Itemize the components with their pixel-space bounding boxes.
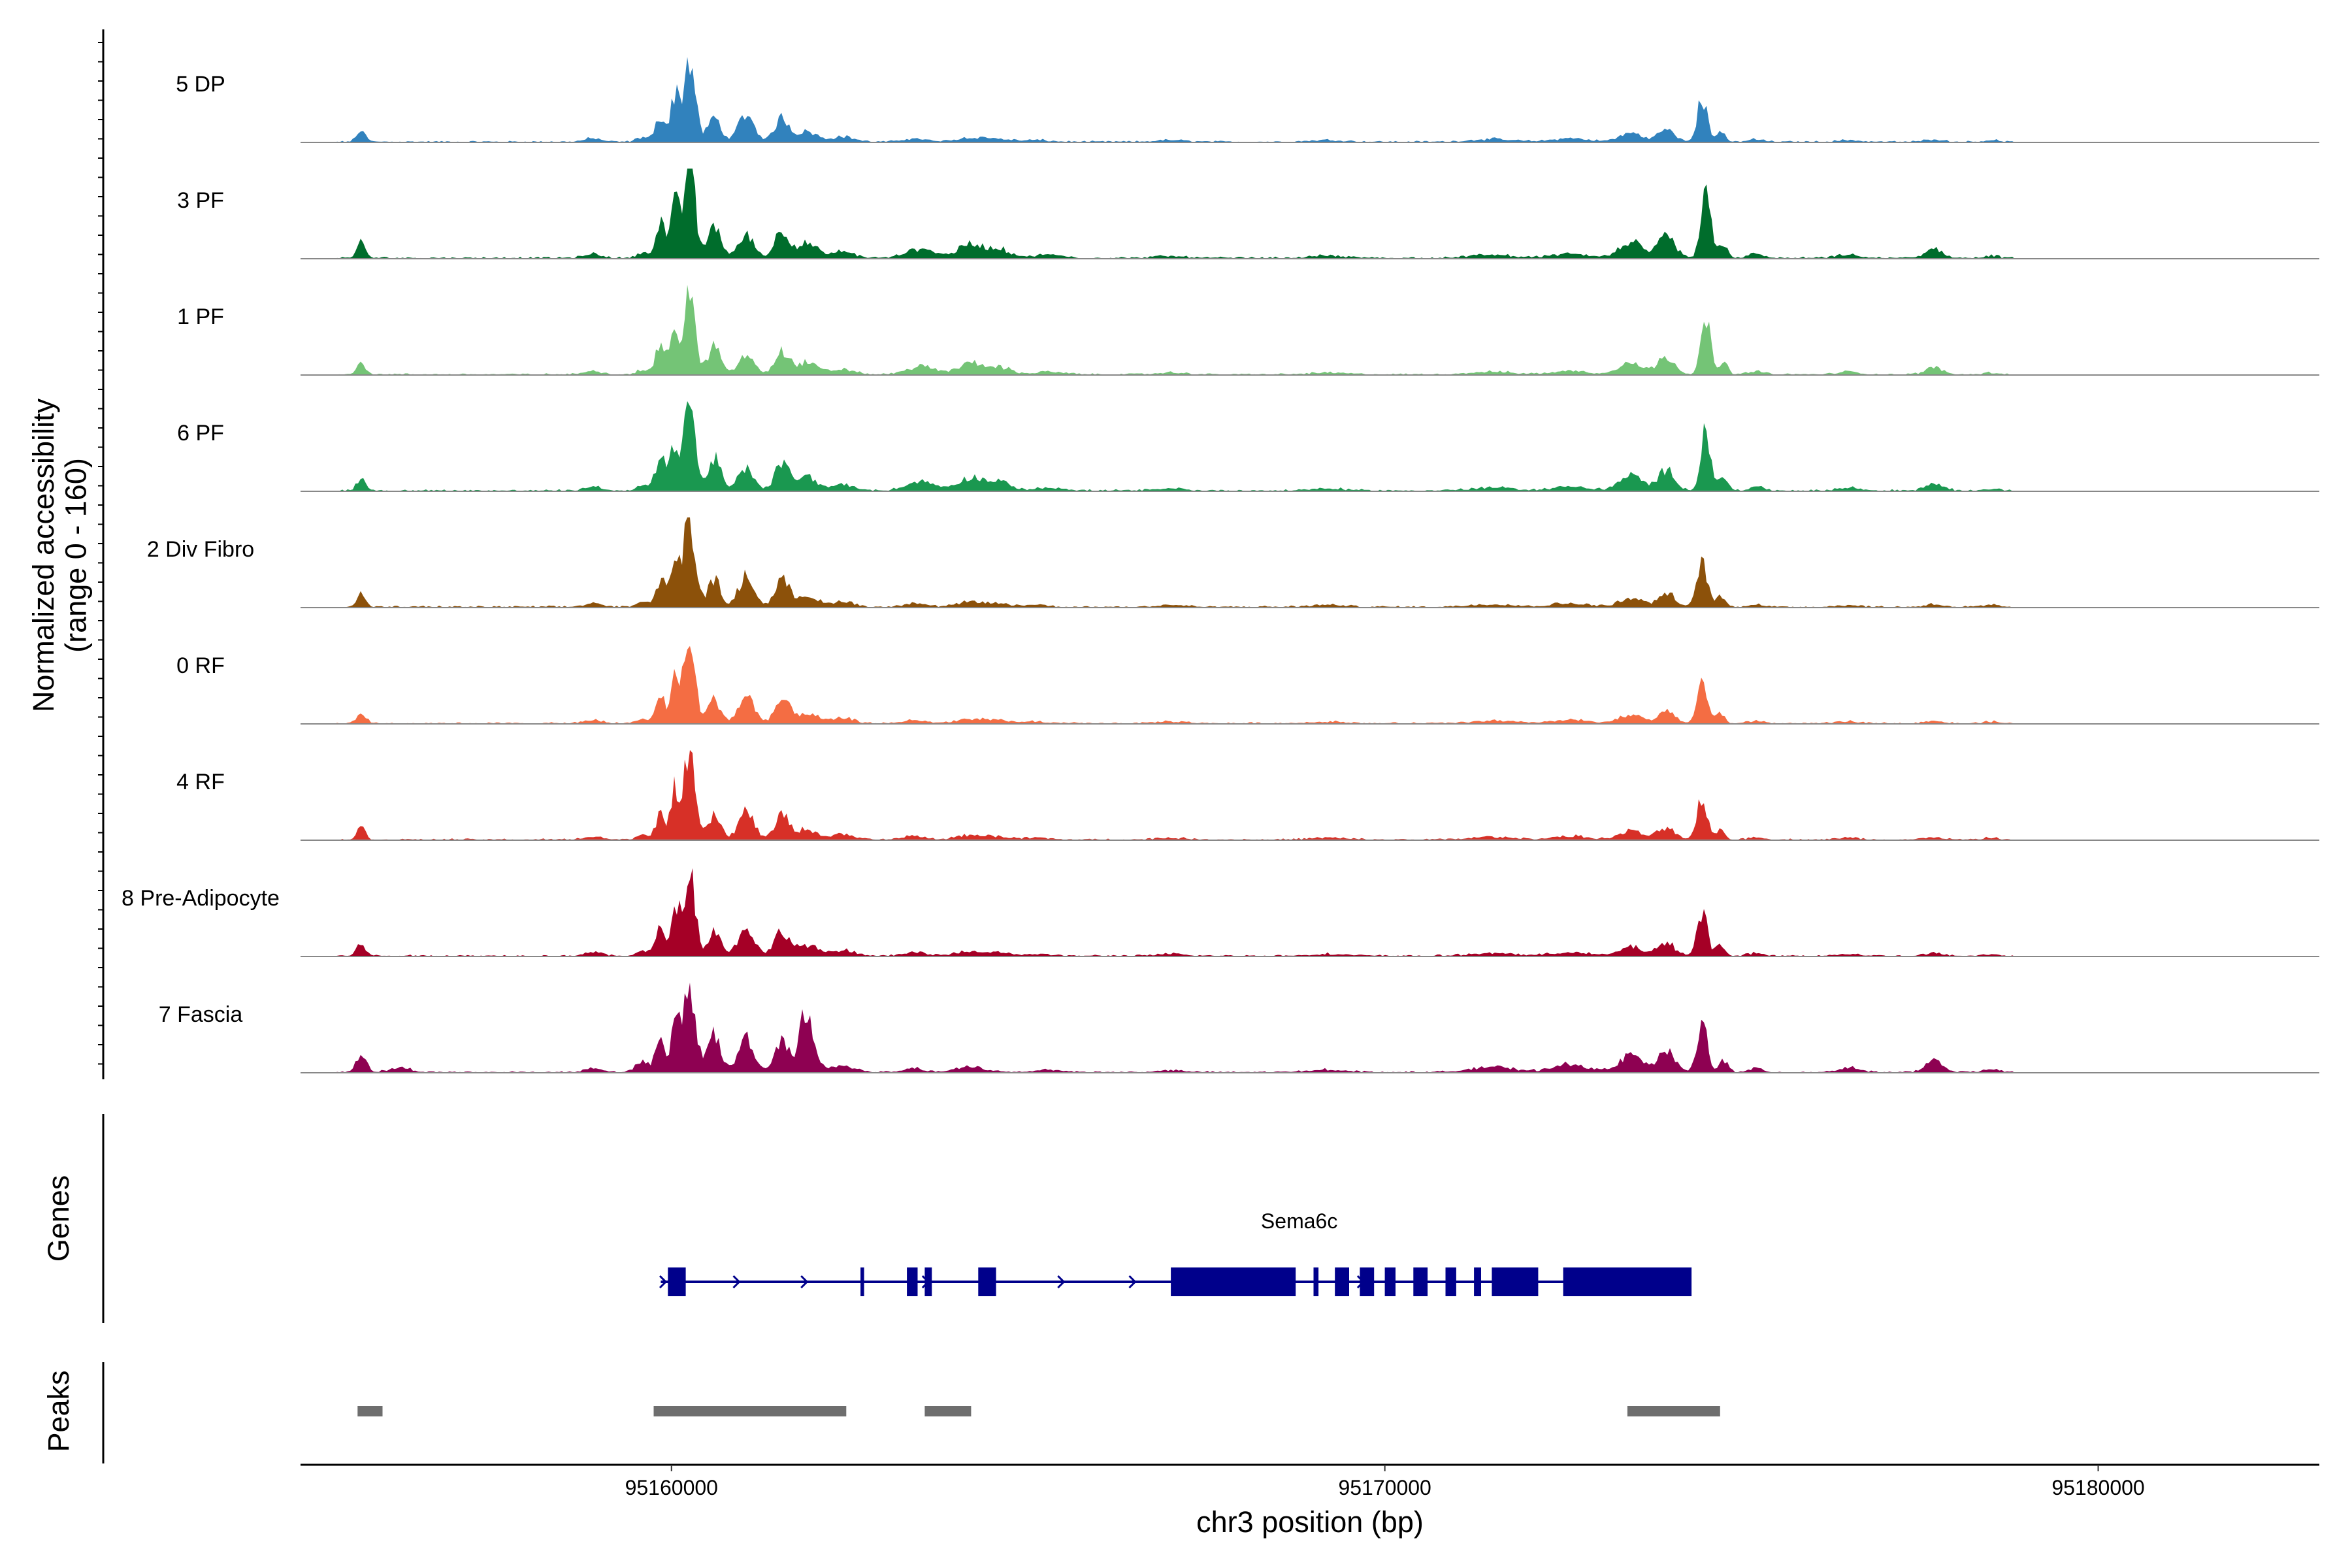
peak-region [653, 1406, 847, 1416]
strand-arrow [1128, 1275, 1137, 1289]
x-tick-label: 95160000 [625, 1476, 718, 1499]
peak-region [924, 1406, 972, 1416]
gene-exon [1563, 1267, 1692, 1296]
track-5-dp: 5 DP [176, 57, 2319, 143]
coverage-tracks: 5 DP 3 PF 1 PF 6 PF 2 Div Fibro 0 RF 4 RF 8 Pre… [122, 57, 2319, 1073]
gene-exon [907, 1267, 918, 1296]
gene-exon [668, 1267, 686, 1296]
gene-exon [1313, 1267, 1319, 1296]
peak-region [1627, 1406, 1720, 1416]
y-axis-title-line: (range 0 - 160) [59, 458, 93, 653]
track-label: 0 RF [176, 653, 225, 678]
track-2-div-fibro: 2 Div Fibro [147, 517, 2319, 608]
track-label: 4 RF [176, 770, 225, 794]
track-0-rf: 0 RF [176, 645, 2319, 725]
track-6-pf: 6 PF [177, 401, 2319, 492]
coverage-area [301, 401, 2319, 491]
track-label: 2 Div Fibro [147, 537, 254, 562]
y-axis-title: Normalized accessibility(range 0 - 160) [27, 398, 93, 712]
strand-arrow [1356, 1275, 1365, 1289]
coverage-area [301, 169, 2319, 259]
strand-arrow [732, 1275, 741, 1289]
gene-exon [1171, 1267, 1296, 1296]
track-8-pre-adipocyte: 8 Pre-Adipocyte [122, 868, 2319, 957]
coverage-area [301, 645, 2319, 724]
gene-exon [860, 1267, 864, 1296]
coverage-area [301, 750, 2319, 840]
gene-exon [1492, 1267, 1539, 1296]
gene-track: Sema6c [659, 1209, 1692, 1296]
track-label: 5 DP [176, 72, 225, 97]
gene-exon [1413, 1267, 1428, 1296]
x-axis-title: chr3 position (bp) [1196, 1505, 1424, 1539]
track-label: 6 PF [177, 421, 224, 446]
track-4-rf: 4 RF [176, 750, 2319, 841]
peak-region [357, 1406, 383, 1416]
track-label: 1 PF [177, 304, 224, 329]
gene-exon [978, 1267, 996, 1296]
strand-arrow [921, 1275, 930, 1289]
coverage-area [301, 868, 2319, 956]
coverage-area [301, 57, 2319, 142]
gene-name-label: Sema6c [1261, 1209, 1337, 1233]
track-3-pf: 3 PF [177, 169, 2319, 259]
track-7-fascia: 7 Fascia [159, 983, 2319, 1073]
gene-exon [1445, 1267, 1456, 1296]
track-label: 3 PF [177, 188, 224, 213]
strand-arrow [1057, 1275, 1066, 1289]
gene-exon [1384, 1267, 1396, 1296]
coverage-area [301, 517, 2319, 608]
y-axis-title-line: Normalized accessibility [27, 398, 60, 712]
genes-axis-title: Genes [42, 1175, 75, 1262]
peak-track [357, 1406, 1720, 1416]
strand-arrow [800, 1275, 809, 1289]
y-axes [98, 29, 105, 1463]
track-1-pf: 1 PF [177, 285, 2319, 376]
gene-exon [1335, 1267, 1349, 1296]
gene-exon [1474, 1267, 1481, 1296]
peaks-axis-title: Peaks [42, 1370, 75, 1452]
x-tick-label: 95180000 [2051, 1476, 2144, 1499]
coverage-area [301, 285, 2319, 375]
x-axis: 95160000 95170000 95180000 [301, 1463, 2319, 1499]
coverage-area [301, 983, 2319, 1073]
track-label: 7 Fascia [159, 1002, 243, 1027]
strand-arrow [659, 1275, 668, 1289]
x-tick-label: 95170000 [1338, 1476, 1431, 1499]
gene-exon [1360, 1267, 1375, 1296]
track-label: 8 Pre-Adipocyte [122, 886, 280, 911]
